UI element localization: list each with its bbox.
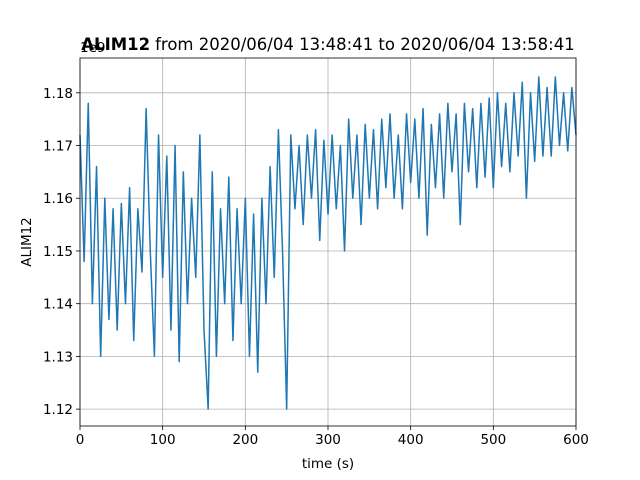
title-range: from 2020/06/04 13:48:41 to 2020/06/04 1… xyxy=(155,35,575,54)
x-tick-label: 400 xyxy=(398,432,424,448)
chart-title: ALIM12 from 2020/06/04 13:48:41 to 2020/0… xyxy=(81,35,574,54)
x-tick-label: 0 xyxy=(76,432,85,448)
y-tick-label: 1.12 xyxy=(43,402,73,418)
x-tick-label: 200 xyxy=(232,432,258,448)
y-tick-label: 1.14 xyxy=(43,297,73,313)
x-tick-label: 600 xyxy=(563,432,589,448)
x-tick-label: 300 xyxy=(315,432,341,448)
x-tick-label: 100 xyxy=(150,432,176,448)
y-offset: 1e9 xyxy=(80,40,105,56)
y-axis-label: ALIM12 xyxy=(19,217,35,267)
y-tick-label: 1.18 xyxy=(43,86,73,102)
title-name: ALIM12 xyxy=(81,35,150,54)
x-axis-label: time (s) xyxy=(302,456,354,472)
y-tick-label: 1.13 xyxy=(43,349,73,365)
y-tick-label: 1.16 xyxy=(43,191,73,207)
y-tick-label: 1.17 xyxy=(43,139,73,155)
data-line xyxy=(79,76,577,410)
x-tick-label: 500 xyxy=(480,432,506,448)
y-tick-label: 1.15 xyxy=(43,244,73,260)
